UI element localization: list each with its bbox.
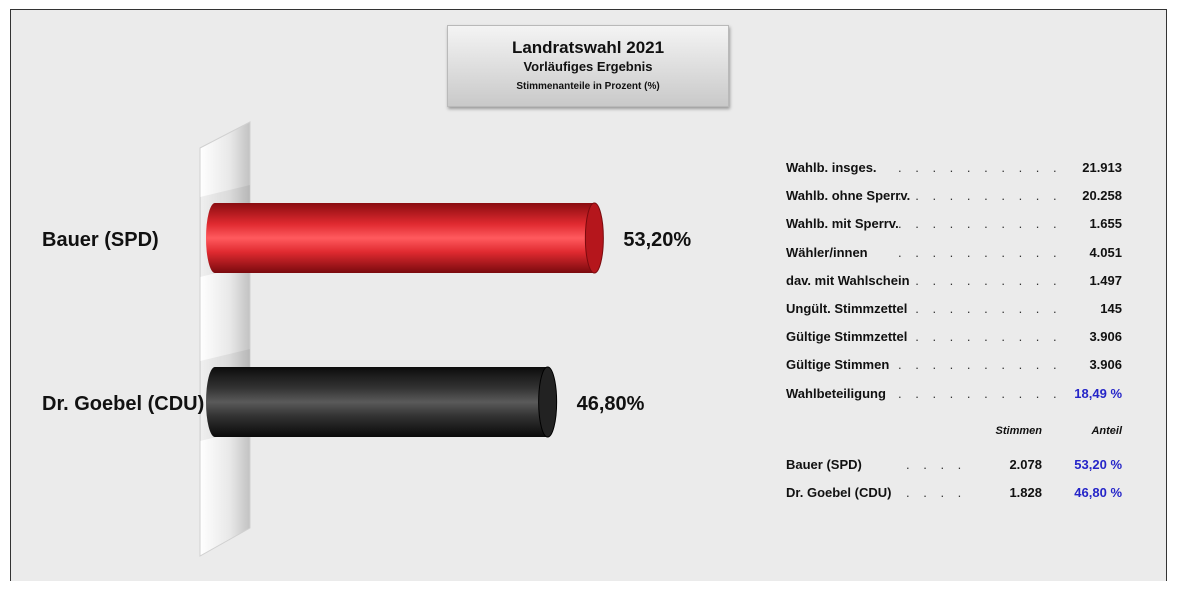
- stats-leader-dots: . . . . . . . . . . . . . . . . . . . . …: [898, 244, 1056, 260]
- result-label: Bauer (SPD): [786, 457, 862, 472]
- result-votes: 1.828: [1009, 485, 1042, 500]
- stats-label: dav. mit Wahlschein: [786, 272, 910, 288]
- stats-label: Wahlb. ohne Sperrv.: [786, 188, 911, 204]
- result-share: 53,20 %: [1074, 457, 1122, 472]
- stats-leader-dots: . . . . . . . . . . . . . . . . . . . . …: [898, 329, 1056, 345]
- bar-end-cap: [538, 366, 558, 438]
- stats-label: Ungült. Stimmzettel: [786, 301, 908, 316]
- stats-value: 145: [1100, 301, 1122, 316]
- bar-chart: Bauer (SPD) 53,20% Dr. Goebel (CDU) 46,80%: [42, 121, 691, 557]
- bar-group: Bauer (SPD) 53,20%: [42, 185, 691, 277]
- result-leader-dots: . . . . . . . . . . . . . . . . . . . . …: [906, 457, 976, 472]
- stats-leader-dots: . . . . . . . . . . . . . . . . . . . . …: [898, 357, 1056, 373]
- stats-label: Wähler/innen: [786, 244, 868, 260]
- data-label: 53,20%: [623, 229, 691, 251]
- stats-leader-dots: . . . . . . . . . . . . . . . . . . . . …: [898, 216, 1056, 232]
- stats-value: 4.051: [1089, 244, 1122, 260]
- bar: [206, 203, 604, 273]
- stats-label: Wahlbeteiligung: [786, 385, 886, 401]
- stats-value: 1.497: [1089, 272, 1122, 288]
- stats-value: 1.655: [1089, 216, 1122, 232]
- bar: [206, 367, 557, 437]
- stats-label: Gültige Stimmen: [786, 357, 890, 373]
- stats-value: 18,49 %: [1074, 385, 1122, 401]
- title-box: Landratswahl 2021 Vorläufiges Ergebnis S…: [447, 25, 729, 107]
- chart-subtitle: Vorläufiges Ergebnis: [523, 59, 653, 74]
- stats-leader-dots: . . . . . . . . . . . . . . . . . . . . …: [898, 160, 1056, 175]
- stats-label: Wahlb. mit Sperrv.: [786, 216, 899, 232]
- stats-value: 3.906: [1089, 329, 1122, 345]
- column-header-votes: Stimmen: [995, 425, 1042, 437]
- stats-value: 20.258: [1082, 188, 1122, 204]
- result-share: 46,80 %: [1074, 485, 1122, 500]
- stats-label: Gültige Stimmzettel: [786, 329, 908, 345]
- stats-leader-dots: . . . . . . . . . . . . . . . . . . . . …: [898, 385, 1056, 401]
- category-label: Dr. Goebel (CDU): [42, 393, 204, 415]
- stats-label: Wahlb. insges.: [786, 160, 877, 175]
- column-header-share: Anteil: [1091, 425, 1122, 437]
- bar-end-cap: [584, 202, 604, 274]
- category-label: Bauer (SPD): [42, 229, 159, 251]
- stats-leader-dots: . . . . . . . . . . . . . . . . . . . . …: [898, 188, 1056, 204]
- result-votes: 2.078: [1009, 457, 1042, 472]
- stats-value: 3.906: [1089, 357, 1122, 373]
- chart-title: Landratswahl 2021: [511, 38, 665, 57]
- result-label: Dr. Goebel (CDU): [786, 485, 892, 500]
- stats-leader-dots: . . . . . . . . . . . . . . . . . . . . …: [898, 301, 1056, 316]
- data-label: 46,80%: [577, 393, 645, 415]
- stats-leader-dots: . . . . . . . . . . . . . . . . . . . . …: [898, 272, 1056, 288]
- bar-group: Dr. Goebel (CDU) 46,80%: [42, 349, 645, 441]
- stats-value: 21.913: [1082, 160, 1122, 175]
- chart-note: Stimmenanteile in Prozent (%): [516, 81, 660, 92]
- result-leader-dots: . . . . . . . . . . . . . . . . . . . . …: [906, 485, 976, 500]
